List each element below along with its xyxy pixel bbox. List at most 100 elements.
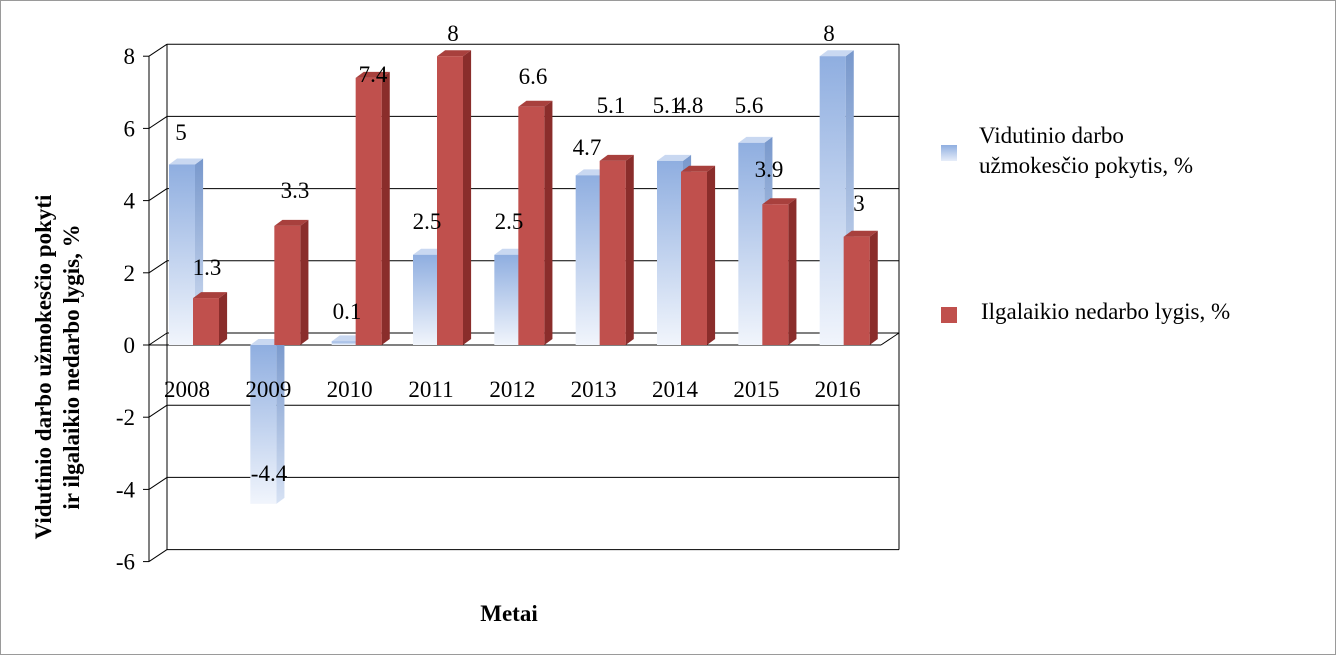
bar-front	[762, 204, 789, 345]
data-label: 0.1	[333, 299, 362, 324]
y-tick-label: -4	[116, 477, 136, 502]
y-tick-label: 4	[124, 189, 136, 214]
y-tick-label: 2	[124, 261, 136, 286]
bar-front	[657, 160, 683, 345]
data-label: 2.5	[495, 209, 524, 234]
bar	[843, 230, 878, 345]
bar-side	[463, 50, 472, 345]
data-label: 4.7	[573, 135, 602, 160]
legend-label-wage-change-line-2: užmokesčio pokytis, %	[979, 153, 1193, 178]
y-axis-title-line-2: ir ilgalaikio nedarbo lygis, %	[59, 224, 84, 509]
bar-front	[169, 164, 195, 345]
x-tick-label: 2008	[164, 377, 210, 402]
bar-side	[544, 100, 553, 346]
x-tick-label: 2010	[327, 377, 373, 402]
bar-top	[193, 292, 228, 299]
bar-side	[707, 165, 716, 345]
bar-front	[413, 254, 439, 345]
bar-top	[738, 136, 773, 143]
bar-front	[274, 225, 301, 345]
legend-swatch-unemployment	[941, 307, 957, 323]
data-label: 2.5	[413, 209, 442, 234]
gridline-side	[148, 332, 168, 346]
x-tick-label: 2011	[408, 377, 453, 402]
bar-side	[381, 71, 390, 346]
bar-front	[437, 56, 463, 345]
bar	[599, 154, 634, 345]
x-tick-label: 2013	[571, 377, 617, 402]
bar	[437, 50, 472, 345]
floor-right-edge	[880, 332, 900, 346]
gridline-side	[148, 476, 168, 490]
bar-top	[843, 230, 878, 237]
bar-top	[437, 50, 472, 57]
data-label: 8	[447, 21, 459, 46]
y-tick-label: -2	[116, 405, 135, 430]
bar-top	[355, 71, 390, 78]
bar-front	[331, 341, 358, 345]
x-tick-label: 2015	[733, 377, 779, 402]
data-label: 5.1	[597, 93, 626, 118]
bar-side	[788, 198, 797, 345]
gridline-side	[148, 115, 168, 129]
bar-side	[276, 339, 285, 504]
legend-swatch-wage-change	[941, 145, 957, 161]
bar	[681, 165, 716, 345]
bar-side	[869, 230, 878, 345]
data-label: 3.3	[281, 178, 310, 203]
data-label: 5	[175, 120, 187, 145]
bar-front	[355, 77, 382, 346]
gridline-side	[148, 43, 168, 57]
data-label: 1.3	[193, 255, 222, 280]
legend-label-unemployment: Ilgalaikio nedarbo lygis, %	[981, 299, 1230, 324]
gridline-side	[148, 188, 168, 202]
bar-side	[300, 219, 309, 345]
bar	[193, 292, 228, 345]
gridline-side	[148, 260, 168, 274]
y-axis: -6 -4 -2 0 2 4 6 8	[116, 44, 150, 575]
data-label: 7.4	[359, 62, 388, 87]
y-tick-label: -6	[116, 550, 135, 575]
data-label: 5.1	[653, 93, 682, 118]
x-tick-label: 2016	[815, 377, 861, 402]
y-axis-title-line-1: Vidutinio darbo užmokesčio pokyti	[31, 194, 56, 539]
bar-front	[681, 171, 707, 345]
data-label: -4.4	[251, 461, 288, 486]
data-label: 5.6	[735, 93, 764, 118]
y-tick-label: 0	[124, 333, 136, 358]
data-label: 4.8	[675, 93, 704, 118]
bar-top	[274, 219, 309, 226]
bar-front	[819, 56, 846, 345]
bar-side	[219, 292, 228, 345]
gridline-side	[148, 549, 168, 563]
bar-top	[518, 100, 553, 107]
x-axis-title: Metai	[480, 601, 538, 626]
x-tick-label: 2009	[245, 377, 291, 402]
data-label: 3	[853, 191, 865, 216]
bar-top	[169, 158, 204, 165]
bar-front	[599, 160, 626, 345]
bar-top	[681, 165, 716, 172]
bar-front	[738, 142, 765, 345]
x-tick-label: 2014	[652, 377, 699, 402]
bar-top	[762, 198, 797, 205]
x-axis-tick-labels: 2008 2009 2010 2011 2012 2013 2014 2015 2016	[164, 377, 861, 402]
bar-front	[494, 254, 521, 345]
bar-front	[250, 345, 277, 504]
bar	[518, 100, 553, 346]
legend: Vidutinio darbo užmokesčio pokytis, % Il…	[941, 123, 1230, 324]
bar	[762, 198, 797, 345]
bar-front	[518, 106, 545, 346]
bar-top	[657, 154, 692, 161]
bars	[169, 50, 878, 504]
data-labels: 5 -4.4 0.1 2.5 2.5 4.7 5.1 5.6 8 1.3 3.3 7.4 8 6.6 5.1…	[175, 21, 865, 486]
y-tick-label: 8	[124, 44, 136, 69]
bar-front	[575, 175, 602, 345]
bar-top	[599, 154, 634, 161]
gridline-side	[148, 404, 168, 418]
y-tick-label: 6	[124, 116, 136, 141]
legend-label-wage-change-line-1: Vidutinio darbo	[979, 123, 1124, 148]
bar-side	[625, 154, 634, 345]
